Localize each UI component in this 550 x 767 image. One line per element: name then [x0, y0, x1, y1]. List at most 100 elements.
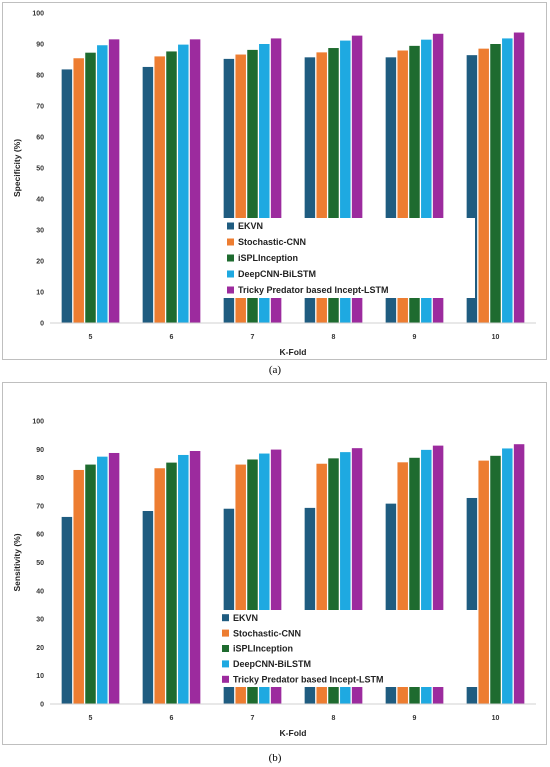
- x-tick-label: 9: [413, 715, 417, 722]
- bar: [351, 35, 363, 323]
- legend-entry: EKVN: [233, 613, 258, 623]
- bar: [490, 44, 501, 323]
- x-tick-label: 10: [492, 334, 500, 341]
- legend-entry: Stochastic-CNN: [238, 237, 306, 247]
- y-tick-label: 100: [32, 11, 44, 18]
- y-tick-label: 40: [36, 588, 44, 595]
- bar: [154, 468, 165, 704]
- bar: [351, 448, 363, 704]
- legend-entry: iSPLInception: [233, 644, 293, 654]
- bar: [340, 40, 351, 324]
- bar: [316, 463, 327, 704]
- y-tick-label: 10: [36, 673, 44, 680]
- y-tick-label: 40: [36, 197, 44, 204]
- bar: [478, 460, 489, 704]
- legend-swatch: [222, 645, 229, 652]
- x-tick-label: 5: [89, 334, 93, 341]
- bar: [247, 49, 258, 323]
- bar: [490, 455, 501, 704]
- x-tick-label: 8: [332, 334, 336, 341]
- bar: [259, 453, 270, 704]
- bar: [85, 52, 96, 324]
- legend-swatch: [227, 270, 234, 278]
- bar: [397, 50, 408, 323]
- bar: [247, 459, 258, 704]
- caption-b: (b): [268, 752, 282, 764]
- bar: [421, 39, 432, 323]
- bar: [108, 452, 120, 704]
- legend-swatch: [222, 660, 229, 668]
- bar: [97, 456, 108, 704]
- y-tick-label: 50: [36, 560, 44, 567]
- bar: [166, 462, 177, 704]
- bar: [409, 457, 420, 704]
- bar: [142, 510, 154, 704]
- bar: [108, 39, 120, 323]
- bar: [189, 450, 201, 704]
- x-tick-label: 7: [251, 715, 255, 722]
- bar: [154, 56, 165, 324]
- sensitivity-bar-chart: 0 10 20 30 40 50 60 70 80 90 100 Sensitivity (%) 5 6 7…: [12, 419, 536, 738]
- bar: [409, 45, 420, 324]
- y-tick-label: 10: [36, 290, 44, 297]
- y-tick-label: 50: [36, 166, 44, 173]
- bar: [73, 58, 84, 323]
- y-tick-label: 70: [36, 104, 44, 111]
- legend-swatch: [222, 614, 229, 622]
- bar: [513, 444, 525, 704]
- bar: [340, 452, 351, 704]
- bar: [513, 32, 525, 323]
- bar: [466, 497, 478, 704]
- bar: [432, 33, 444, 324]
- bar: [259, 44, 270, 323]
- bar: [270, 38, 282, 324]
- y-tick-label: 100: [32, 419, 44, 426]
- bar: [421, 449, 432, 704]
- legend-swatch: [227, 238, 234, 246]
- bar: [178, 454, 189, 704]
- y-axis-title: Specificity (%): [12, 139, 22, 197]
- bar: [316, 52, 327, 324]
- bar: [385, 57, 397, 324]
- y-tick-label: 30: [36, 617, 44, 624]
- x-tick-label: 8: [332, 715, 336, 722]
- bar: [178, 44, 189, 324]
- legend-entry: Tricky Predator based Incept-LSTM: [233, 675, 384, 685]
- y-tick-label: 90: [36, 447, 44, 454]
- legend-entry: Tricky Predator based Incept-LSTM: [238, 285, 389, 295]
- y-tick-label: 70: [36, 503, 44, 510]
- y-tick-label: 60: [36, 135, 44, 142]
- legend-swatch: [227, 286, 234, 294]
- bar: [270, 449, 282, 704]
- bar: [328, 48, 339, 323]
- x-axis-title: K-Fold: [280, 728, 307, 738]
- bar: [397, 462, 408, 704]
- x-tick-label: 6: [170, 715, 174, 722]
- bar: [223, 508, 235, 704]
- legend: EKVN Stochastic-CNN iSPLInception DeepCNN-B…: [218, 610, 478, 687]
- legend-box: [218, 610, 478, 687]
- bar: [166, 51, 177, 323]
- bar: [304, 507, 316, 704]
- legend-entry: iSPLInception: [238, 253, 298, 263]
- y-tick-label: 0: [40, 321, 44, 328]
- y-tick-label: 30: [36, 228, 44, 235]
- legend-box: [223, 218, 475, 298]
- x-tick-label: 7: [251, 334, 255, 341]
- bar: [85, 464, 96, 704]
- bar: [73, 469, 84, 704]
- bar: [61, 516, 73, 704]
- y-tick-label: 20: [36, 645, 44, 652]
- bar: [304, 57, 316, 324]
- bar: [235, 464, 246, 704]
- legend-entry: DeepCNN-BiLSTM: [238, 269, 316, 279]
- y-tick-label: 20: [36, 259, 44, 266]
- bar: [478, 48, 489, 324]
- x-tick-label: 10: [492, 715, 500, 722]
- x-axis-title: K-Fold: [280, 347, 307, 357]
- legend-swatch: [227, 222, 234, 230]
- bar: [61, 69, 73, 323]
- bar: [385, 503, 397, 704]
- y-tick-label: 80: [36, 73, 44, 80]
- legend-entry: EKVN: [238, 221, 263, 231]
